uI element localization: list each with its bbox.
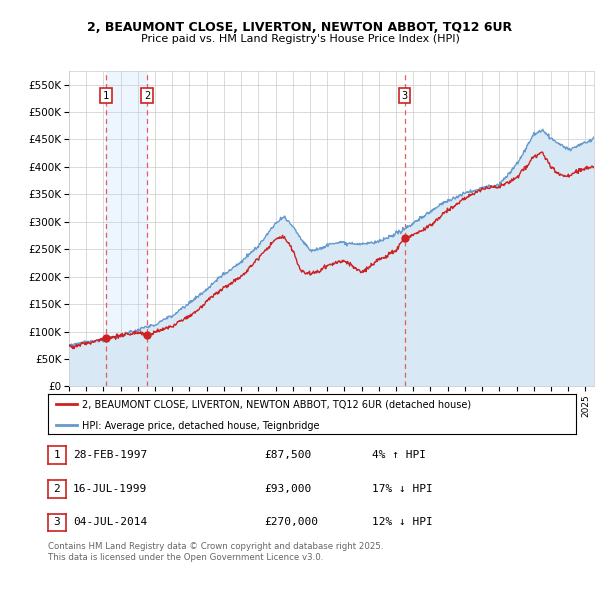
Text: 1: 1 [103, 90, 109, 100]
Text: HPI: Average price, detached house, Teignbridge: HPI: Average price, detached house, Teig… [82, 421, 320, 431]
Text: 12% ↓ HPI: 12% ↓ HPI [372, 517, 433, 527]
Text: 2, BEAUMONT CLOSE, LIVERTON, NEWTON ABBOT, TQ12 6UR (detached house): 2, BEAUMONT CLOSE, LIVERTON, NEWTON ABBO… [82, 400, 472, 410]
Text: 3: 3 [401, 90, 408, 100]
Text: £87,500: £87,500 [264, 450, 311, 460]
Text: 2: 2 [53, 484, 61, 494]
Text: 1: 1 [53, 450, 61, 460]
Bar [106, 71, 147, 386]
Text: 04-JUL-2014: 04-JUL-2014 [73, 517, 148, 527]
Text: Price paid vs. HM Land Registry's House Price Index (HPI): Price paid vs. HM Land Registry's House … [140, 34, 460, 44]
Text: 16-JUL-1999: 16-JUL-1999 [73, 484, 148, 494]
Text: 2: 2 [144, 90, 150, 100]
Text: 2, BEAUMONT CLOSE, LIVERTON, NEWTON ABBOT, TQ12 6UR: 2, BEAUMONT CLOSE, LIVERTON, NEWTON ABBO… [88, 21, 512, 34]
Text: 17% ↓ HPI: 17% ↓ HPI [372, 484, 433, 494]
Text: 28-FEB-1997: 28-FEB-1997 [73, 450, 148, 460]
Text: £270,000: £270,000 [264, 517, 318, 527]
Text: Contains HM Land Registry data © Crown copyright and database right 2025.
This d: Contains HM Land Registry data © Crown c… [48, 542, 383, 562]
Text: 3: 3 [53, 517, 61, 527]
Text: £93,000: £93,000 [264, 484, 311, 494]
Text: 4% ↑ HPI: 4% ↑ HPI [372, 450, 426, 460]
